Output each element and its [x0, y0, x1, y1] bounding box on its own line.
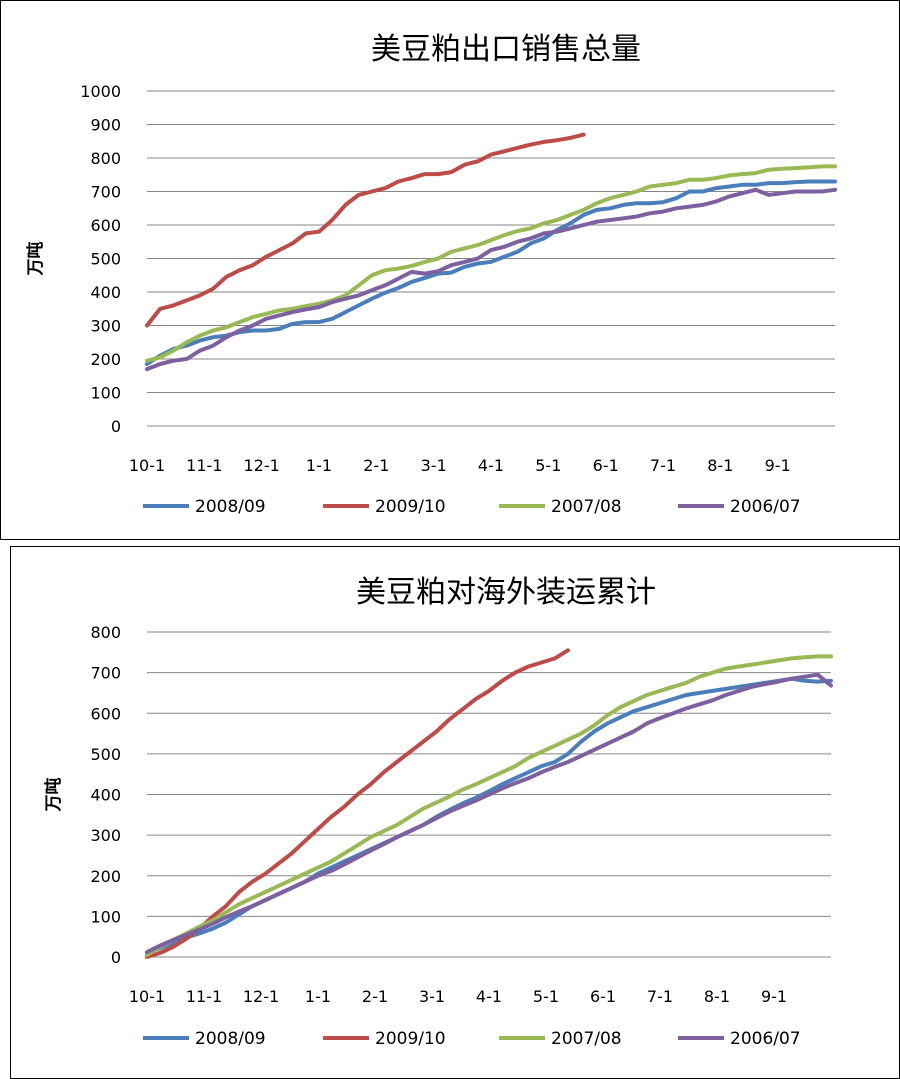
x-tick-label: 5-1: [535, 456, 561, 475]
series-line-2008-09: [145, 179, 837, 366]
x-tick-label: 12-1: [244, 456, 280, 475]
legend-label: 2006/07: [730, 497, 801, 517]
y-tick-label: 500: [90, 745, 121, 764]
x-tick-label: 9-1: [765, 456, 791, 475]
y-tick-label: 400: [90, 283, 121, 302]
y-tick-label: 500: [90, 250, 121, 269]
series-line-2007-08: [145, 164, 837, 363]
chart-title: 美豆粕出口销售总量: [371, 32, 641, 67]
y-tick-label: 900: [90, 116, 121, 135]
x-tick-label: 10-1: [129, 987, 165, 1006]
x-tick-label: 5-1: [533, 987, 559, 1006]
y-tick-label: 0: [111, 948, 121, 967]
chart-panel-export-sales: 美豆粕出口销售总量万吨 0 100 200 300 400 500 600 700 800 900 1…: [0, 0, 900, 540]
series-line-2006-07: [145, 672, 833, 955]
legend-label: 2007/08: [551, 1029, 622, 1049]
chart-title: 美豆粕对海外装运累计: [356, 575, 656, 610]
y-tick-label: 300: [90, 317, 121, 336]
legend-item-2007-08: 2007/08: [499, 497, 622, 517]
legend-label: 2008/09: [195, 497, 266, 517]
x-tick-label: 4-1: [478, 456, 504, 475]
legend-label: 2008/09: [195, 1029, 266, 1049]
x-tick-label: 11-1: [186, 456, 222, 475]
chart-panel-shipments: 美豆粕对海外装运累计万吨 0 100 200 300 400 500 600 700 800 10-…: [10, 546, 900, 1079]
x-tick-label: 12-1: [243, 987, 279, 1006]
y-tick-label: 0: [111, 417, 121, 436]
legend-item-2009-10: 2009/10: [323, 497, 446, 517]
x-tick-label: 8-1: [704, 987, 730, 1006]
y-tick-label: 600: [90, 216, 121, 235]
legend-label: 2006/07: [730, 1029, 801, 1049]
y-tick-label: 800: [90, 623, 121, 642]
y-tick-label: 600: [90, 704, 121, 723]
y-tick-label: 1000: [80, 82, 121, 101]
legend-label: 2007/08: [551, 497, 622, 517]
x-tick-label: 6-1: [590, 987, 616, 1006]
x-tick-label: 10-1: [129, 456, 165, 475]
y-tick-label: 700: [90, 183, 121, 202]
series-line-2008-09: [145, 676, 833, 955]
y-axis-label: 万吨: [25, 242, 46, 277]
legend-item-2009-10: 2009/10: [323, 1029, 446, 1049]
x-tick-label: 6-1: [593, 456, 619, 475]
legend-item-2008-09: 2008/09: [143, 497, 266, 517]
y-tick-label: 200: [90, 350, 121, 369]
legend-item-2008-09: 2008/09: [143, 1029, 266, 1049]
series-line-2006-07: [145, 187, 837, 372]
y-tick-label: 200: [90, 867, 121, 886]
series-line-2009-10: [145, 132, 586, 328]
x-tick-label: 11-1: [186, 987, 222, 1006]
x-tick-label: 9-1: [761, 987, 787, 1006]
legend-label: 2009/10: [375, 1029, 446, 1049]
x-tick-label: 3-1: [421, 456, 447, 475]
legend-label: 2009/10: [375, 497, 446, 517]
legend-item-2006-07: 2006/07: [678, 1029, 801, 1049]
x-tick-label: 2-1: [362, 987, 388, 1006]
y-tick-label: 100: [90, 907, 121, 926]
y-tick-label: 100: [90, 384, 121, 403]
y-axis-label: 万吨: [43, 778, 64, 813]
x-tick-label: 1-1: [306, 456, 332, 475]
series-line-2009-10: [145, 648, 570, 959]
x-tick-label: 3-1: [419, 987, 445, 1006]
x-tick-label: 2-1: [363, 456, 389, 475]
x-tick-label: 8-1: [707, 456, 733, 475]
legend-item-2007-08: 2007/08: [499, 1029, 622, 1049]
y-tick-label: 700: [90, 664, 121, 683]
y-tick-label: 300: [90, 826, 121, 845]
x-tick-label: 7-1: [650, 456, 676, 475]
x-tick-label: 7-1: [647, 987, 673, 1006]
x-tick-label: 4-1: [476, 987, 502, 1006]
legend-item-2006-07: 2006/07: [678, 497, 801, 517]
y-tick-label: 800: [90, 149, 121, 168]
series-line-2007-08: [145, 654, 833, 957]
y-tick-label: 400: [90, 786, 121, 805]
x-tick-label: 1-1: [305, 987, 331, 1006]
